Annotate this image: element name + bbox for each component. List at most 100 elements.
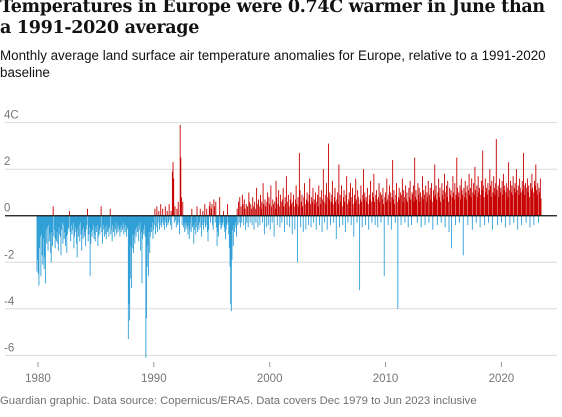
anomaly-bar	[413, 201, 415, 216]
anomaly-bar	[52, 206, 54, 216]
anomaly-bar	[525, 215, 527, 223]
anomaly-bar	[360, 185, 362, 216]
anomaly-bar	[132, 215, 134, 235]
anomaly-bar	[89, 215, 90, 228]
anomaly-bar	[270, 185, 272, 216]
anomaly-bar	[369, 199, 371, 216]
anomaly-bar	[149, 215, 151, 237]
anomaly-bar	[250, 208, 252, 216]
anomaly-bar	[402, 201, 404, 216]
anomaly-bar	[414, 197, 416, 216]
anomaly-bar	[43, 215, 45, 270]
anomaly-bar	[429, 187, 431, 216]
anomaly-bar	[314, 204, 316, 216]
anomaly-bar	[310, 215, 312, 228]
anomaly-bar	[346, 176, 348, 216]
y-tick-label: -4	[4, 296, 15, 308]
anomaly-bar	[514, 183, 516, 216]
anomaly-bar	[182, 215, 184, 228]
anomaly-bar	[517, 215, 519, 230]
anomaly-bar	[256, 187, 258, 216]
anomaly-bar	[449, 187, 451, 216]
anomaly-bar	[385, 192, 386, 216]
anomaly-bar	[526, 178, 528, 216]
anomaly-bar	[327, 197, 329, 216]
anomaly-bar	[216, 215, 218, 246]
anomaly-bar	[137, 215, 139, 226]
anomaly-bar	[218, 215, 220, 226]
anomaly-bar	[202, 211, 204, 216]
anomaly-bar	[462, 194, 464, 216]
anomaly-bar	[281, 215, 283, 223]
anomaly-bar	[138, 215, 140, 230]
anomaly-bar	[94, 215, 96, 242]
anomaly-bar	[318, 185, 320, 216]
anomaly-bar	[98, 215, 100, 230]
anomaly-bar	[335, 201, 337, 216]
anomaly-bar	[503, 190, 505, 216]
anomaly-bar	[274, 208, 276, 216]
anomaly-bar	[226, 215, 228, 226]
anomaly-bar	[215, 201, 217, 216]
anomaly-bar	[263, 215, 265, 235]
anomaly-bar	[519, 178, 521, 216]
anomaly-bar	[396, 201, 398, 216]
anomaly-bar	[92, 215, 94, 230]
anomaly-bar	[536, 194, 538, 216]
anomaly-bar	[469, 187, 471, 216]
anomaly-bar	[190, 215, 192, 233]
anomaly-bar	[368, 194, 370, 216]
anomaly-bar	[398, 197, 399, 216]
anomaly-bar	[114, 215, 116, 237]
anomaly-bar	[161, 215, 163, 223]
anomaly-bar	[477, 197, 478, 216]
anomaly-bar	[342, 215, 344, 226]
anomaly-bar	[65, 215, 66, 246]
anomaly-bar	[474, 166, 476, 216]
anomaly-bar	[489, 169, 491, 216]
anomaly-bar	[59, 215, 61, 235]
anomaly-bar	[86, 215, 88, 226]
anomaly-bar	[446, 197, 448, 216]
anomaly-bar	[140, 215, 142, 251]
anomaly-bar	[133, 215, 134, 253]
anomaly-bar	[364, 215, 366, 226]
x-tick-label: 1980	[25, 373, 51, 385]
anomaly-bar	[63, 215, 65, 226]
anomaly-bar	[162, 215, 164, 226]
anomaly-bar	[410, 215, 412, 226]
anomaly-bar	[371, 215, 373, 223]
anomaly-bar	[254, 201, 256, 216]
anomaly-bar	[63, 215, 65, 239]
anomaly-bar	[370, 180, 372, 216]
anomaly-bar	[120, 215, 122, 228]
anomaly-bar	[463, 187, 465, 216]
anomaly-bar	[124, 215, 126, 233]
anomaly-bar	[352, 187, 353, 216]
anomaly-bar	[398, 187, 400, 216]
anomaly-bar	[345, 194, 347, 216]
anomaly-bar	[352, 204, 354, 216]
anomaly-bar	[506, 183, 508, 216]
anomaly-bar	[60, 215, 62, 256]
anomaly-bar	[64, 215, 66, 233]
anomaly-bar	[523, 185, 525, 216]
anomaly-bar	[243, 199, 245, 216]
anomaly-bar	[523, 152, 524, 216]
anomaly-bar	[363, 169, 364, 216]
anomaly-bar	[249, 215, 251, 223]
anomaly-bar	[211, 204, 213, 216]
anomaly-bar	[103, 215, 105, 237]
anomaly-bar	[278, 190, 280, 216]
anomaly-bar	[273, 204, 274, 216]
anomaly-bar	[425, 185, 427, 216]
anomaly-bar	[338, 164, 340, 216]
anomaly-bar	[85, 215, 87, 246]
anomaly-bar	[331, 194, 333, 216]
anomaly-bar	[253, 215, 255, 230]
anomaly-bar	[323, 201, 325, 216]
anomaly-bar	[175, 215, 177, 221]
anomaly-bar	[305, 215, 307, 230]
anomaly-bar	[188, 215, 190, 239]
anomaly-bar	[96, 215, 98, 226]
